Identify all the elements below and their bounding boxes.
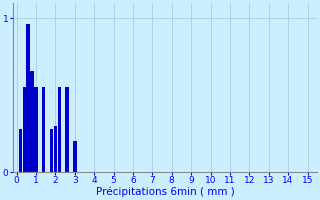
Bar — [50, 129, 53, 172]
Bar — [34, 87, 38, 172]
Bar — [65, 87, 69, 172]
Bar — [19, 129, 22, 172]
Bar — [30, 71, 34, 172]
Bar — [54, 126, 57, 172]
X-axis label: Précipitations 6min ( mm ): Précipitations 6min ( mm ) — [96, 187, 234, 197]
Bar — [73, 141, 76, 172]
Bar — [42, 87, 45, 172]
Bar — [27, 24, 30, 172]
Bar — [58, 87, 61, 172]
Bar — [23, 87, 26, 172]
